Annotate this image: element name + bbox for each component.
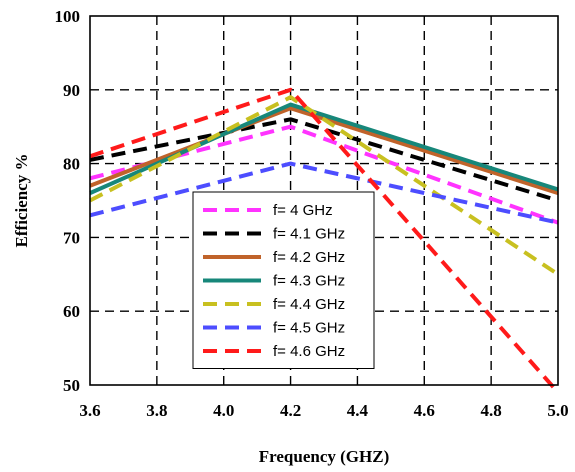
y-tick-label: 70	[63, 228, 80, 247]
series-line	[89, 161, 559, 225]
legend-label: f= 4.2 GHz	[273, 249, 345, 266]
series-line	[89, 106, 559, 196]
legend: f= 4 GHz f= 4.1 GHz f= 4.2 GHz f= 4.3 GHz f=…	[192, 191, 375, 369]
x-tick-label: 4.4	[347, 401, 369, 420]
legend-label: f= 4.1 GHz	[273, 226, 345, 243]
series-lines	[89, 87, 560, 394]
x-tick-label: 4.6	[414, 401, 435, 420]
y-tick-labels: 50 60 70 80 90 100	[55, 7, 81, 395]
plot-frame	[89, 15, 559, 386]
series-line	[89, 117, 559, 203]
y-tick-label: 100	[55, 7, 81, 26]
series-line	[89, 87, 560, 394]
legend-label: f= 4.5 GHz	[273, 320, 345, 337]
x-tick-label: 4.2	[280, 401, 301, 420]
y-axis-label: Efficiency %	[12, 154, 31, 248]
y-tick-label: 50	[63, 376, 80, 395]
series-line	[89, 95, 560, 276]
legend-label: f= 4 GHz	[273, 202, 333, 219]
x-tick-labels: 3.6 3.8 4.0 4.2 4.4 4.6 4.8 5.0	[79, 401, 568, 420]
y-tick-label: 80	[63, 155, 80, 174]
x-tick-label: 4.0	[213, 401, 234, 420]
x-tick-label: 3.6	[79, 401, 100, 420]
y-tick-label: 90	[63, 81, 80, 100]
legend-label: f= 4.3 GHz	[273, 273, 345, 290]
x-tick-label: 5.0	[547, 401, 568, 420]
series-line	[89, 102, 559, 195]
y-tick-label: 60	[63, 302, 80, 321]
legend-label: f= 4.6 GHz	[273, 343, 345, 360]
x-tick-label: 4.8	[481, 401, 502, 420]
x-tick-label: 3.8	[146, 401, 167, 420]
legend-label: f= 4.4 GHz	[273, 296, 345, 313]
x-axis-label: Frequency (GHZ)	[259, 447, 389, 466]
